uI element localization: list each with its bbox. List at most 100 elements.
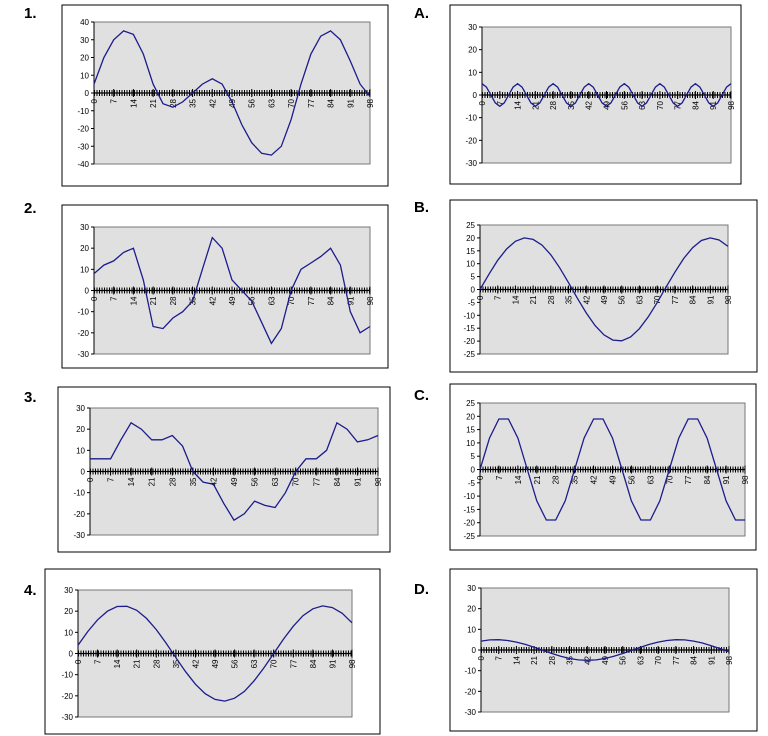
x-tick-label: 77 — [307, 98, 316, 107]
y-tick-label: -20 — [463, 519, 475, 528]
x-tick-label: 28 — [549, 100, 558, 109]
y-tick-label: -25 — [463, 350, 475, 359]
y-tick-label: -10 — [61, 671, 73, 680]
x-tick-label: 49 — [211, 659, 220, 668]
y-tick-label: -20 — [465, 136, 477, 145]
y-tick-label: 5 — [471, 452, 476, 461]
x-tick-label: 84 — [333, 477, 342, 486]
y-tick-label: 15 — [466, 247, 475, 256]
data-line — [481, 82, 732, 108]
x-tick-label: 21 — [148, 477, 157, 486]
x-tick-label: 63 — [635, 295, 644, 304]
y-tick-label: 0 — [473, 91, 478, 100]
x-tick-label: 63 — [250, 659, 259, 668]
x-tick-label: 35 — [172, 659, 181, 668]
y-tick-label: 10 — [468, 68, 477, 77]
y-tick-label: 25 — [466, 221, 475, 230]
y-tick-label: -5 — [468, 298, 476, 307]
x-tick-label: 77 — [307, 296, 316, 305]
y-tick-label: -30 — [73, 531, 85, 540]
x-tick-label: 21 — [149, 296, 158, 305]
panel-label: B. — [414, 199, 429, 216]
x-tick-label: 56 — [248, 98, 257, 107]
x-tick-label: 56 — [248, 296, 257, 305]
x-tick-label: 63 — [271, 477, 280, 486]
x-tick-label: 77 — [684, 475, 693, 484]
x-tick-label: 98 — [348, 659, 357, 668]
x-tick-label: 70 — [292, 477, 301, 486]
x-tick-label: 0 — [476, 295, 485, 300]
y-tick-label: -30 — [464, 708, 476, 717]
y-tick-label: 30 — [80, 223, 89, 232]
y-tick-label: -10 — [465, 114, 477, 123]
x-tick-label: 56 — [618, 295, 627, 304]
y-tick-label: 25 — [466, 399, 475, 408]
x-tick-label: 0 — [90, 296, 99, 301]
x-tick-label: 14 — [113, 659, 122, 668]
y-tick-label: 0 — [471, 466, 476, 475]
x-tick-label: 98 — [727, 100, 736, 109]
y-tick-label: -20 — [464, 687, 476, 696]
x-tick-label: 28 — [168, 477, 177, 486]
x-tick-label: 98 — [725, 655, 734, 664]
x-tick-label: 21 — [149, 98, 158, 107]
x-tick-label: 42 — [582, 295, 591, 304]
x-tick-label: 49 — [609, 475, 618, 484]
x-tick-label: 63 — [267, 296, 276, 305]
y-tick-label: 10 — [64, 628, 73, 637]
x-tick-label: 28 — [552, 475, 561, 484]
x-tick-label: 84 — [690, 655, 699, 664]
y-tick-label: -10 — [463, 311, 475, 320]
x-tick-label: 0 — [476, 475, 485, 480]
y-tick-label: 0 — [471, 286, 476, 295]
x-tick-label: 84 — [689, 295, 698, 304]
y-tick-label: -10 — [77, 308, 89, 317]
y-tick-label: 0 — [85, 89, 90, 98]
y-tick-label: -20 — [77, 125, 89, 134]
y-tick-label: -15 — [463, 505, 475, 514]
y-tick-label: 20 — [466, 234, 475, 243]
x-tick-label: 7 — [110, 98, 119, 103]
x-tick-label: 56 — [619, 655, 628, 664]
y-tick-label: 0 — [81, 468, 86, 477]
y-tick-label: -15 — [463, 324, 475, 333]
x-tick-label: 49 — [600, 295, 609, 304]
x-tick-label: 84 — [691, 100, 700, 109]
x-tick-label: 70 — [653, 295, 662, 304]
x-tick-label: 70 — [656, 100, 665, 109]
x-tick-label: 7 — [94, 659, 103, 664]
x-tick-label: 21 — [530, 655, 539, 664]
y-tick-label: -40 — [77, 160, 89, 169]
x-tick-label: 56 — [620, 100, 629, 109]
y-tick-label: -20 — [73, 510, 85, 519]
x-tick-label: 56 — [251, 477, 260, 486]
x-tick-label: 77 — [672, 655, 681, 664]
x-tick-label: 98 — [741, 475, 750, 484]
x-tick-label: 7 — [495, 655, 504, 660]
x-tick-label: 35 — [565, 295, 574, 304]
x-tick-label: 42 — [590, 475, 599, 484]
x-tick-label: 49 — [228, 296, 237, 305]
x-tick-label: 84 — [327, 98, 336, 107]
x-tick-label: 77 — [289, 659, 298, 668]
panel-label: D. — [414, 581, 429, 598]
x-tick-label: 14 — [127, 477, 136, 486]
x-tick-label: 14 — [514, 100, 523, 109]
panel-label: 2. — [24, 200, 37, 217]
y-tick-label: 20 — [80, 244, 89, 253]
y-tick-label: 30 — [467, 584, 476, 593]
x-tick-label: 14 — [512, 655, 521, 664]
x-tick-label: 28 — [548, 655, 557, 664]
x-tick-label: 21 — [533, 475, 542, 484]
x-tick-label: 77 — [312, 477, 321, 486]
x-tick-label: 0 — [90, 98, 99, 103]
y-tick-label: 5 — [471, 273, 476, 282]
x-tick-label: 14 — [129, 296, 138, 305]
x-tick-label: 91 — [707, 655, 716, 664]
x-tick-label: 49 — [230, 477, 239, 486]
y-tick-label: 20 — [467, 605, 476, 614]
y-tick-label: 40 — [80, 18, 89, 27]
data-line — [77, 605, 353, 702]
